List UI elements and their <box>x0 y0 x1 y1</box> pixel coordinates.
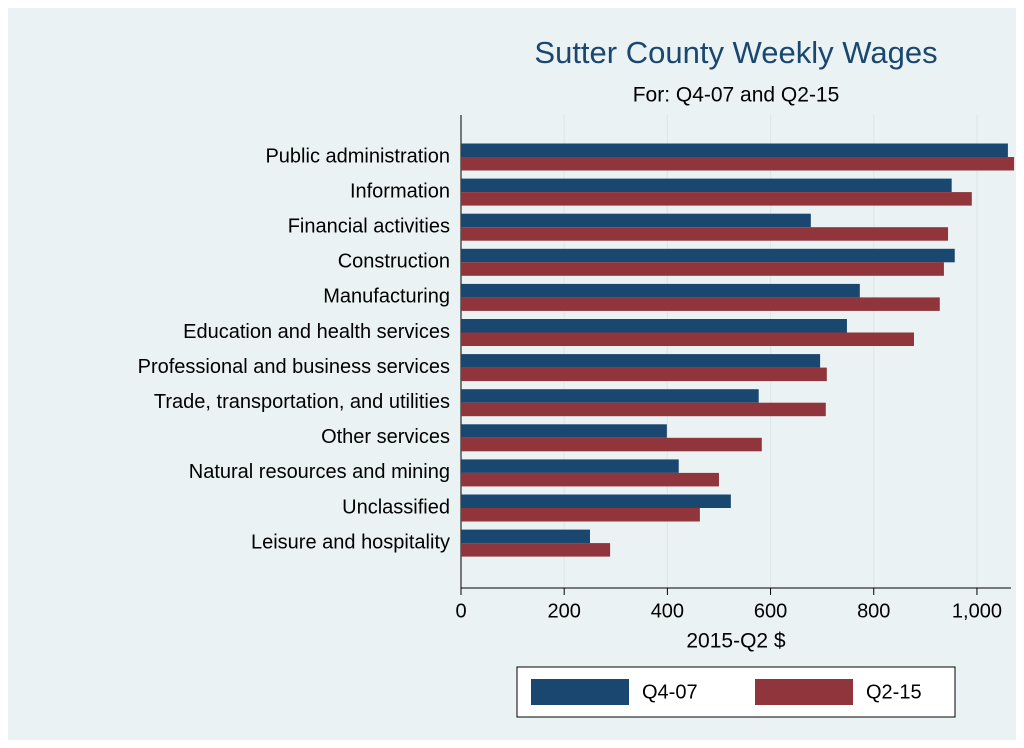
bar <box>461 213 811 228</box>
bar <box>461 157 1015 171</box>
x-tick-label: 1,000 <box>952 600 1002 622</box>
y-tick-label: Construction <box>338 251 450 273</box>
bar <box>461 283 860 298</box>
bar <box>461 459 679 473</box>
bar <box>461 367 827 382</box>
bar <box>461 248 955 263</box>
y-tick-label: Trade, transportation, and utilities <box>154 391 450 413</box>
bar <box>461 494 731 508</box>
y-tick-label: Public administration <box>265 145 450 167</box>
bar <box>461 192 972 206</box>
bar <box>461 178 952 193</box>
bar <box>461 529 590 544</box>
legend-label: Q4-07 <box>642 681 698 703</box>
bar <box>461 227 949 241</box>
y-tick-label: Information <box>350 180 450 202</box>
legend-swatch <box>755 679 853 705</box>
bar <box>461 262 944 276</box>
x-axis-title: 2015-Q2 $ <box>686 630 786 653</box>
bar <box>461 424 667 438</box>
y-tick-label: Manufacturing <box>323 286 450 308</box>
y-tick-label: Professional and business services <box>138 356 450 378</box>
y-tick-label: Other services <box>321 426 450 448</box>
bar <box>461 402 826 417</box>
x-tick-label: 800 <box>857 600 890 622</box>
legend-label: Q2-15 <box>866 681 922 703</box>
bar <box>461 472 719 487</box>
y-tick-label: Leisure and hospitality <box>251 531 450 553</box>
bar <box>461 437 762 452</box>
y-tick-label: Natural resources and mining <box>189 461 450 483</box>
y-tick-label: Unclassified <box>342 496 450 518</box>
x-tick-label: 200 <box>548 600 581 622</box>
bar <box>461 354 821 368</box>
bar <box>461 319 847 333</box>
bar <box>461 508 700 522</box>
y-tick-label: Education and health services <box>183 321 450 343</box>
bar <box>461 143 1008 157</box>
chart-title: Sutter County Weekly Wages <box>534 35 937 70</box>
x-tick-label: 400 <box>651 600 684 622</box>
x-tick-label: 600 <box>754 600 787 622</box>
bar <box>461 389 759 403</box>
bar <box>461 332 915 346</box>
legend-swatch <box>531 679 629 705</box>
bar <box>461 543 611 557</box>
y-tick-label: Financial activities <box>288 215 450 237</box>
x-tick-label: 0 <box>455 600 466 622</box>
bar <box>461 297 940 311</box>
chart-subtitle: For: Q4-07 and Q2-15 <box>633 84 840 107</box>
